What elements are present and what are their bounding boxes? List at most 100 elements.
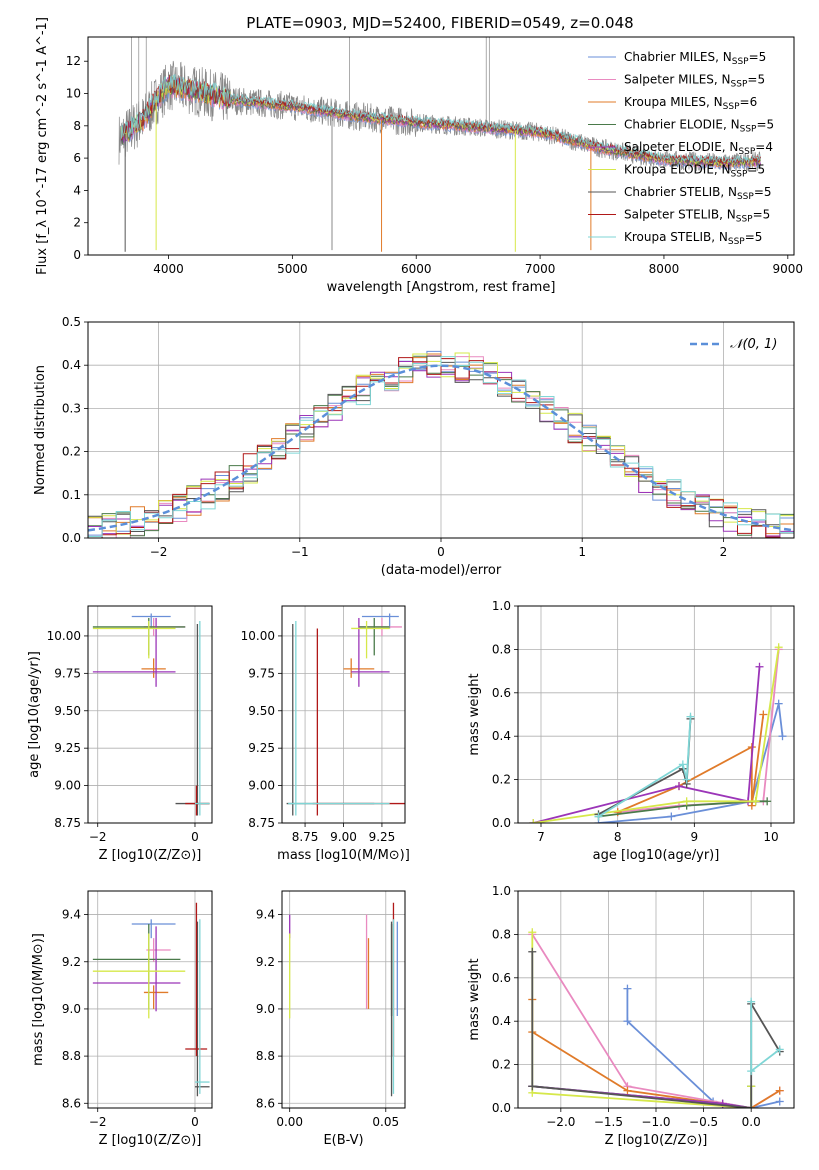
age-vs-Z-frame [87,605,213,824]
y-tick-label: 6 [73,151,81,165]
y-tick-label: 9.75 [54,666,81,680]
mass-weight-vs-age-lines [529,643,787,823]
mass-vs-Z-frame [87,890,213,1109]
legend-subscript: SSP [740,125,757,135]
x-tick-label: 0.05 [372,1115,399,1129]
spectrum-plot [118,37,761,252]
y-axis-label: mass [log10(M/M⊙)] [31,933,46,1066]
x-axis-label: age [log10(age/yr)] [593,848,720,863]
y-tick-label: 0.2 [492,773,511,787]
legend-entry: 𝒩(0, 1) [730,337,777,352]
figure-title: PLATE=0903, MJD=52400, FIBERID=0549, z=0… [246,14,633,32]
x-axis-label: mass [log10(M/M⊙)] [277,848,410,863]
x-tick-label: 9.25 [369,830,396,844]
y-axis-label: mass weight [467,673,482,755]
x-tick-label: −2.0 [546,1115,575,1129]
x-tick-label: 8.75 [292,830,319,844]
y-tick-label: 4 [73,183,81,197]
residual-histograms [88,350,794,538]
legend-count: =5 [747,163,765,177]
legend-entry: Salpeter STELIB, NSSP=5 [624,208,770,225]
y-tick-label: 8.8 [256,1049,275,1063]
normal-curve [88,364,794,532]
legend-count: =5 [749,50,767,64]
legend-count: =5 [747,73,765,87]
y-tick-label: 0.2 [62,445,81,459]
y-tick-label: 9.2 [256,955,275,969]
legend-entry: Kroupa STELIB, NSSP=5 [624,230,762,247]
age-vs-Z-points [92,613,210,816]
y-tick-label: 9.4 [62,908,81,922]
x-tick-label: 9.00 [330,830,357,844]
weight-line-kroupa-stelib [598,716,692,818]
y-tick-label: 8.6 [256,1096,275,1110]
x-tick-label: 0 [191,830,199,844]
y-tick-label: 12 [66,54,81,68]
legend-count: =5 [753,208,771,222]
mass-vs-EBV-axes: 0.00 0.05 8.6 8.8 9.0 9.2 9.4 E(B-V) [256,890,406,1148]
x-tick-label: 7000 [525,262,556,276]
y-tick-label: 9.25 [54,741,81,755]
spectrum-axes: 4000 5000 6000 7000 8000 9000 0 2 4 6 8 10 12 wavelen… [35,17,803,295]
age-vs-Z-axes: −2 0 8.75 9.00 9.25 9.50 9.75 10.00 Z [log10(Z/Z… [27,605,213,863]
x-tick-label: −2 [150,545,168,559]
x-tick-label: 0.0 [742,1115,761,1129]
weight-line-chabrier-stelib [531,951,781,1108]
mass-vs-Z-grid [88,891,212,1108]
y-axis-label: mass weight [467,958,482,1040]
mass-vs-Z-axes: −2 0 8.6 8.8 9.0 9.2 9.4 Z [log10(Z/Z⊙)] mass [l… [31,890,213,1148]
legend-subscript: SSP [731,80,748,90]
legend-entry: Salpeter ELODIE, NSSP=4 [624,140,773,157]
x-tick-label: 4000 [153,262,184,276]
y-tick-label: 1.0 [492,599,511,613]
y-tick-label: 8.8 [62,1049,81,1063]
mass-vs-EBV-grid [282,891,405,1108]
x-axis-label: Z [log10(Z/Z⊙)] [99,1133,202,1148]
y-axis-label: Normed distribution [33,365,48,495]
y-tick-label: 2 [73,216,81,230]
x-tick-label: 9 [691,830,699,844]
y-tick-label: 0.0 [492,1101,511,1115]
residuals-frame [87,321,795,539]
legend-entry: Chabrier STELIB, NSSP=5 [624,185,772,202]
age-vs-mass-axes: 8.75 9.00 9.25 8.75 9.00 9.25 9.50 9.75 10.00 mas… [241,605,410,863]
residuals-axes: −2 −1 0 1 2 0.0 0.1 0.2 0.3 0.4 0.5 (data-model)/er… [33,315,795,578]
weight-line-salpeter-elodie [533,666,761,823]
model-spectrum-kroupa-stelib [121,74,761,164]
y-tick-label: 9.50 [248,704,275,718]
mass-weight-vs-age-frame [517,605,795,824]
x-tick-label: −1.0 [641,1115,670,1129]
x-axis-label: E(B-V) [323,1133,363,1148]
y-tick-label: 0 [73,248,81,262]
x-tick-label: 7 [537,830,545,844]
y-tick-label: 9.0 [256,1002,275,1016]
y-tick-label: 0.3 [62,401,81,415]
spectrum-frame [87,36,795,256]
y-tick-label: 8.75 [248,816,275,830]
weight-line-kroupa-elodie [533,647,780,823]
x-tick-label: 9000 [773,262,804,276]
x-tick-label: −1.5 [594,1115,623,1129]
y-tick-label: 0.8 [492,927,511,941]
x-tick-label: −0.5 [689,1115,718,1129]
y-tick-label: 0.2 [492,1058,511,1072]
y-tick-label: 0.4 [62,358,81,372]
y-tick-label: 9.25 [248,741,275,755]
legend-subscript: SSP [728,237,745,247]
y-tick-label: 0.6 [492,971,511,985]
legend-subscript: SSP [736,215,753,225]
y-tick-label: 9.75 [248,666,275,680]
y-tick-label: 8.6 [62,1096,81,1110]
x-axis-label: Z [log10(Z/Z⊙)] [99,848,202,863]
x-tick-label: −1 [291,545,309,559]
y-tick-label: 9.4 [256,908,275,922]
y-tick-label: 10.00 [47,629,81,643]
y-tick-label: 1.0 [492,884,511,898]
legend-subscript: SSP [731,170,748,180]
x-axis-label: Z [log10(Z/Z⊙)] [605,1133,708,1148]
legend-subscript: SSP [737,192,754,202]
age-vs-mass-frame [281,605,406,824]
x-tick-label: 8000 [649,262,680,276]
mass-weight-vs-age-grid [518,606,794,823]
